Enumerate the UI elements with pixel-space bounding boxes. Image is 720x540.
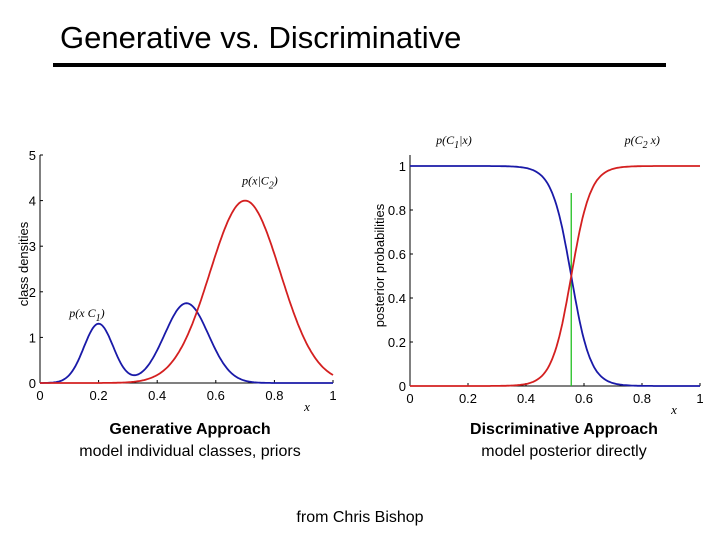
left-series-2-line (40, 199, 334, 384)
right-y-tick-label: 1 (399, 159, 406, 174)
left-y-tick-label: 5 (29, 148, 36, 163)
left-y-axis-label: class densities (16, 221, 31, 306)
right-x-tick-label: 0.4 (517, 391, 535, 406)
left-y-tick-label: 2 (29, 285, 36, 300)
right-x-tick-label: 0.8 (633, 391, 651, 406)
left-caption-body: model individual classes, priors (79, 443, 301, 460)
right-plot-posterior-probabilities: 0 0.2 0.4 0.6 0.8 1 0 0.2 0.4 0.6 0.8 1 x posterior p… (372, 133, 704, 417)
right-y-tick-label: 0 (399, 379, 406, 394)
right-y-tick-label: 0.8 (388, 203, 406, 218)
right-x-tick-label: 1 (696, 391, 703, 406)
right-caption-heading: Discriminative Approach (470, 421, 658, 438)
left-y-tick-label: 0 (29, 376, 36, 391)
left-y-tick-label: 3 (29, 239, 36, 254)
left-x-tick-label: 0.2 (90, 388, 108, 403)
left-y-tick-label: 1 (29, 330, 36, 345)
right-x-tick-label: 0.2 (459, 391, 477, 406)
title-underline (53, 63, 666, 67)
left-annotation-2: p(x C1) (68, 306, 104, 324)
left-plot-class-densities: 0 0.2 0.4 0.6 0.8 1 0 1 2 3 4 5 x class densities p(x|… (16, 148, 337, 414)
slide-title: Generative vs. Discriminative (60, 20, 462, 55)
right-x-tick-label: 0 (406, 391, 413, 406)
right-series-1-line (410, 165, 700, 387)
left-caption-heading: Generative Approach (109, 421, 271, 438)
left-series-1-line (40, 302, 333, 384)
right-y-tick-label: 0.2 (388, 335, 406, 350)
credit-text: from Chris Bishop (296, 509, 424, 526)
left-x-tick-label: 0.8 (265, 388, 283, 403)
left-x-tick-label: 1 (329, 388, 336, 403)
left-y-tick-label: 4 (29, 194, 36, 209)
right-x-axis-label: x (670, 402, 677, 417)
left-caption: Generative Approach model individual cla… (55, 419, 325, 463)
right-annotation-1: p(C1|x) (435, 133, 472, 151)
right-y-tick-label: 0.4 (388, 291, 406, 306)
left-x-tick-label: 0 (36, 388, 43, 403)
left-x-tick-label: 0.6 (207, 388, 225, 403)
right-x-tick-label: 0.6 (575, 391, 593, 406)
right-y-tick-label: 0.6 (388, 247, 406, 262)
left-x-axis-label: x (303, 399, 310, 414)
right-annotation-2: p(C2 x) (624, 133, 660, 151)
right-series-2-line (410, 165, 700, 387)
right-y-axis-label: posterior probabilities (372, 203, 387, 327)
right-caption-body: model posterior directly (481, 443, 647, 460)
left-annotation-1: p(x|C2) (241, 174, 278, 192)
right-caption: Discriminative Approach model posterior … (429, 419, 699, 463)
left-x-tick-label: 0.4 (148, 388, 166, 403)
